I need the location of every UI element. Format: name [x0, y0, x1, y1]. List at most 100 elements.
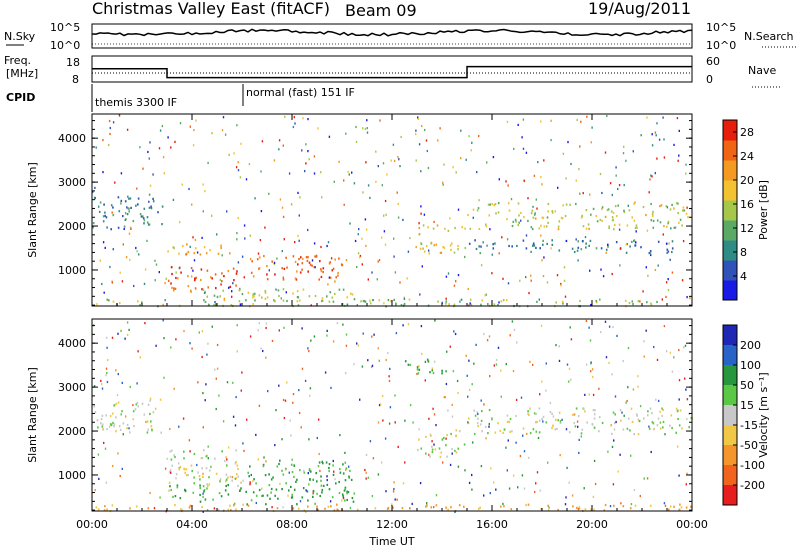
- velocity-noise-cell: [145, 420, 147, 424]
- velocity-noise-cell: [344, 451, 346, 454]
- velocity-noise-cell: [446, 350, 448, 353]
- velocity-noise-cell: [464, 469, 466, 472]
- power-cell-r3: [337, 271, 339, 275]
- power-noise-cell: [98, 205, 100, 208]
- velocity-cell-r0: [147, 428, 150, 431]
- velocity-cell-r5: [536, 420, 538, 423]
- velocity-noise-cell: [97, 453, 100, 456]
- power-noise-cell: [381, 184, 383, 187]
- power-noise-cell: [181, 183, 183, 186]
- power-cell-r8: [390, 300, 392, 303]
- velocity-noise-cell: [534, 490, 536, 494]
- velocity-cell-r3: [245, 490, 247, 493]
- ytick-label: 2000: [58, 425, 86, 438]
- ytick-label: 3000: [58, 381, 86, 394]
- velocity-cell-r2: [350, 478, 353, 481]
- power-cell-r1: [194, 247, 197, 250]
- power-cell-r7: [577, 240, 579, 243]
- power-noise-cell: [366, 131, 369, 134]
- power-cell-r4: [222, 289, 224, 292]
- power-noise-cell: [383, 230, 386, 233]
- power-cell-r2: [214, 273, 217, 276]
- velocity-noise-cell: [677, 445, 679, 448]
- velocity-noise-cell: [318, 418, 320, 421]
- velocity-noise-cell: [318, 452, 320, 456]
- power-cell-r4: [261, 296, 263, 299]
- velocity-noise-cell: [370, 365, 373, 369]
- power-noise-cell: [662, 116, 664, 119]
- velocity-noise-cell: [480, 465, 483, 468]
- power-cell-r5: [418, 226, 421, 230]
- power-cell-r7: [571, 247, 574, 250]
- velocity-noise-cell: [282, 506, 284, 509]
- velocity-noise-cell: [404, 419, 406, 422]
- nsearch-tick-top: 10^5: [706, 21, 736, 34]
- power-noise-cell: [119, 271, 121, 274]
- power-noise-cell: [611, 272, 613, 276]
- power-noise-cell: [125, 256, 128, 259]
- velocity-noise-cell: [106, 346, 108, 349]
- velocity-cell-r4: [417, 448, 419, 452]
- power-noise-cell: [240, 142, 242, 145]
- power-ylabel: Slant Range [km]: [26, 162, 39, 258]
- cpid-strip: CPID themis 3300 IF normal (fast) 151 IF: [6, 84, 355, 112]
- velocity-cell-r1: [237, 467, 239, 471]
- power-cell-r6: [614, 205, 617, 208]
- velocity-noise-cell: [283, 326, 285, 329]
- velocity-noise-cell: [249, 481, 251, 484]
- velocity-noise-cell: [495, 363, 498, 366]
- power-cell-r8: [650, 304, 653, 307]
- velocity-cell-r2: [348, 476, 351, 479]
- velocity-cell-r3: [202, 485, 205, 488]
- velocity-cell-r0: [101, 425, 104, 428]
- velocity-noise-cell: [471, 383, 473, 386]
- power-cell-r6: [485, 225, 488, 228]
- velocity-cell-r0: [113, 423, 116, 426]
- velocity-cell-r5: [662, 426, 664, 429]
- power-noise-cell: [301, 149, 303, 152]
- velocity-noise-cell: [115, 369, 117, 372]
- power-noise-cell: [273, 261, 276, 264]
- velocity-cell-r5: [601, 421, 604, 425]
- power-cell-r8: [213, 303, 215, 307]
- power-cell-r6: [545, 225, 548, 228]
- velocity-cell-r6: [426, 358, 429, 361]
- velocity-noise-cell: [389, 367, 391, 370]
- power-noise-cell: [112, 121, 115, 124]
- power-cell-r3: [314, 255, 316, 258]
- velocity-cell-r1: [197, 471, 199, 474]
- power-cell-r0: [92, 226, 94, 229]
- power-noise-cell: [639, 300, 641, 303]
- power-cell-r1: [205, 252, 208, 255]
- velocity-noise-cell: [197, 381, 199, 384]
- velocity-noise-cell: [658, 399, 660, 402]
- velocity-noise-cell: [529, 360, 531, 363]
- velocity-cell-r6: [431, 369, 434, 372]
- power-noise-cell: [362, 127, 364, 130]
- velocity-noise-cell: [449, 345, 451, 348]
- velocity-cell-r7: [604, 503, 607, 507]
- velocity-cell-r3: [320, 484, 323, 487]
- velocity-noise-cell: [426, 502, 428, 505]
- velocity-noise-cell: [612, 326, 614, 329]
- power-noise-cell: [472, 216, 474, 219]
- power-noise-cell: [147, 150, 149, 154]
- velocity-noise-cell: [465, 354, 467, 357]
- power-noise-cell: [189, 125, 191, 128]
- velocity-cell-r2: [328, 466, 330, 470]
- velocity-cell-r7: [401, 507, 404, 510]
- velocity-noise-cell: [585, 363, 588, 366]
- power-noise-cell: [615, 166, 617, 169]
- header-beam: Beam 09: [345, 1, 417, 20]
- power-cell-r0: [148, 193, 151, 196]
- power-noise-cell: [580, 120, 582, 123]
- power-cell-r5: [464, 246, 467, 250]
- velocity-noise-cell: [570, 338, 573, 341]
- velocity-cell-r7: [181, 509, 184, 512]
- velocity-cell-r4: [425, 452, 427, 455]
- velocity-cell-r5: [568, 431, 571, 434]
- velocity-cell-r3: [346, 498, 348, 502]
- power-cell-r6: [547, 210, 549, 213]
- power-noise-cell: [307, 118, 309, 121]
- velocity-cell-r3: [341, 493, 344, 496]
